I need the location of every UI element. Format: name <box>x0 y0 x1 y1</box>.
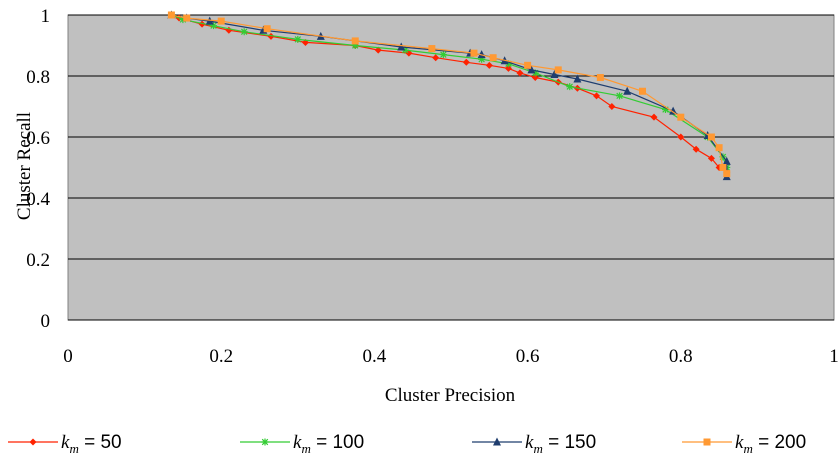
data-point <box>210 22 218 30</box>
data-point <box>351 37 359 45</box>
data-point <box>516 69 524 77</box>
data-point <box>401 46 409 54</box>
y-tick-label: 0.2 <box>26 250 50 271</box>
data-point <box>723 170 731 178</box>
data-point <box>707 133 715 141</box>
data-point <box>715 144 723 152</box>
data-point <box>504 64 512 72</box>
plot-area <box>67 14 835 321</box>
plot-background <box>67 14 835 321</box>
data-point <box>531 69 539 77</box>
data-point <box>608 103 616 110</box>
x-tick-label: 0 <box>63 346 73 367</box>
data-point <box>489 54 497 62</box>
legend-item: km = 150 <box>472 432 596 456</box>
data-point <box>554 66 562 74</box>
data-point <box>661 106 669 114</box>
data-point <box>531 74 539 82</box>
data-point <box>397 42 406 51</box>
data-point <box>504 60 512 68</box>
legend-label: km = 150 <box>525 432 596 456</box>
data-point <box>527 65 536 74</box>
data-point <box>198 20 206 28</box>
series-layer <box>167 10 731 181</box>
y-tick-label: 0 <box>41 311 51 332</box>
x-tick-label: 1 <box>829 346 839 367</box>
data-point <box>179 16 187 24</box>
data-point <box>485 61 493 69</box>
x-tick-label: 0.4 <box>363 346 387 367</box>
legend: km = 50 km = 100 km = 150 km = 200 <box>8 432 806 456</box>
data-point <box>263 25 271 33</box>
data-point <box>478 55 486 63</box>
y-axis-title: Cluster Recall <box>14 112 35 220</box>
data-point <box>623 86 632 95</box>
data-point <box>650 113 658 121</box>
data-point <box>573 74 582 83</box>
data-point <box>493 437 501 446</box>
data-point <box>29 438 37 446</box>
legend-label: km = 50 <box>61 432 122 456</box>
data-point <box>677 133 685 141</box>
data-point <box>183 14 191 22</box>
data-point <box>428 45 436 53</box>
data-point <box>439 51 447 59</box>
data-point <box>703 438 711 446</box>
data-point <box>616 92 624 100</box>
data-point <box>477 50 486 59</box>
data-point <box>470 49 478 57</box>
data-point <box>596 74 604 82</box>
data-point <box>240 28 248 36</box>
x-tick-label: 0.6 <box>516 346 540 367</box>
data-point <box>294 35 302 43</box>
x-tick-label: 0.8 <box>669 346 693 367</box>
y-tick-label: 1 <box>41 6 51 27</box>
legend-label: km = 200 <box>735 432 806 456</box>
x-tick-label: 0.2 <box>209 346 233 367</box>
series <box>167 11 731 178</box>
tick-labels: 0 0.2 0.4 0.6 0.8 1 0 0.2 0.4 0.6 0.8 1 <box>26 6 839 367</box>
y-tick-label: 0.6 <box>26 128 50 149</box>
legend-label: km = 100 <box>293 432 364 456</box>
data-point <box>524 61 532 69</box>
data-point <box>593 92 601 100</box>
data-point <box>351 42 359 49</box>
data-point <box>639 87 646 95</box>
data-point <box>722 156 731 165</box>
data-point <box>566 83 574 91</box>
data-point <box>462 58 470 66</box>
data-point <box>217 17 225 25</box>
data-point <box>267 32 275 40</box>
legend-item: km = 100 <box>240 432 364 456</box>
data-point <box>677 113 685 121</box>
y-tick-label: 0.4 <box>26 189 50 210</box>
data-point <box>550 69 559 78</box>
data-point <box>432 54 440 62</box>
y-tick-label: 0.8 <box>26 67 50 88</box>
x-axis-title: Cluster Precision <box>385 385 516 406</box>
legend-item: km = 50 <box>8 432 122 456</box>
data-point <box>719 164 727 171</box>
data-point <box>669 106 678 115</box>
legend-item: km = 200 <box>682 432 806 456</box>
data-point <box>692 145 700 153</box>
data-point <box>167 11 175 19</box>
data-point <box>707 154 715 162</box>
data-point <box>261 438 269 446</box>
